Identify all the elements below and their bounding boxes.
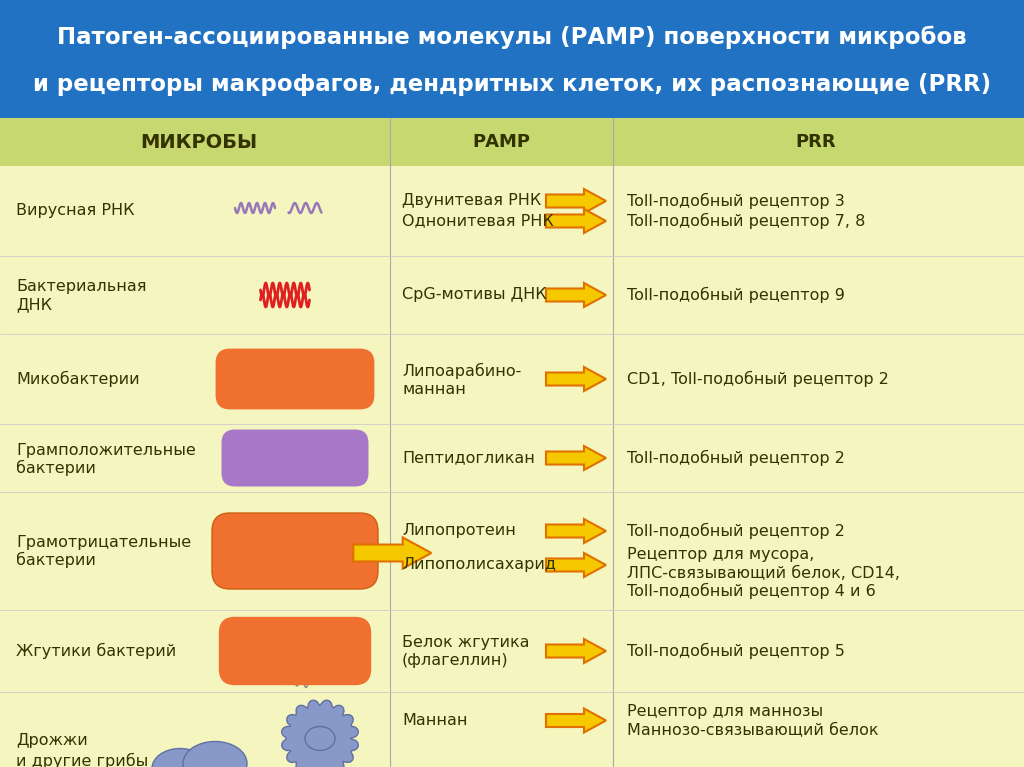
- Text: маннан: маннан: [402, 383, 466, 397]
- Ellipse shape: [305, 726, 335, 750]
- Text: ДНК: ДНК: [16, 298, 52, 312]
- FancyBboxPatch shape: [212, 513, 378, 589]
- Text: Рецептор для маннозы: Рецептор для маннозы: [627, 704, 823, 719]
- Text: ЛПС-связывающий белок, CD14,: ЛПС-связывающий белок, CD14,: [627, 565, 900, 581]
- Polygon shape: [546, 189, 606, 213]
- Polygon shape: [546, 709, 606, 732]
- Text: Липопротеин: Липопротеин: [402, 524, 516, 538]
- Polygon shape: [546, 367, 606, 391]
- Text: Бактериальная: Бактериальная: [16, 278, 146, 294]
- Text: бактерии: бактерии: [16, 460, 96, 476]
- Text: Пептидогликан: Пептидогликан: [402, 450, 535, 466]
- Polygon shape: [546, 283, 606, 307]
- Text: Toll-подобный рецептор 2: Toll-подобный рецептор 2: [627, 450, 845, 466]
- Text: Рецептор для мусора,: Рецептор для мусора,: [627, 548, 814, 562]
- FancyBboxPatch shape: [219, 617, 372, 685]
- Polygon shape: [546, 519, 606, 543]
- Bar: [0, 0, 1024, 118]
- Text: Маннан: Маннан: [402, 713, 468, 728]
- Text: Toll-подобный рецептор 4 и 6: Toll-подобный рецептор 4 и 6: [627, 583, 876, 599]
- Bar: [0, 118, 1024, 166]
- Text: Дрожжи: Дрожжи: [16, 733, 88, 748]
- Text: Toll-подобный рецептор 2: Toll-подобный рецептор 2: [627, 523, 845, 539]
- Text: Маннозо-связывающий белок: Маннозо-связывающий белок: [627, 723, 879, 738]
- Ellipse shape: [183, 742, 247, 767]
- Polygon shape: [546, 209, 606, 233]
- Text: Белок жгутика: Белок жгутика: [402, 634, 529, 650]
- Text: Toll-подобный рецептор 3: Toll-подобный рецептор 3: [627, 193, 845, 209]
- FancyBboxPatch shape: [216, 348, 375, 410]
- Polygon shape: [546, 446, 606, 470]
- Polygon shape: [282, 700, 358, 767]
- Text: Липоарабино-: Липоарабино-: [402, 363, 521, 379]
- FancyBboxPatch shape: [221, 430, 369, 486]
- Polygon shape: [353, 538, 431, 568]
- Text: Двунитевая РНК: Двунитевая РНК: [402, 193, 542, 209]
- Polygon shape: [546, 639, 606, 663]
- Text: CD1, Toll-подобный рецептор 2: CD1, Toll-подобный рецептор 2: [627, 371, 889, 387]
- Text: (флагеллин): (флагеллин): [402, 653, 509, 669]
- Text: Toll-подобный рецептор 7, 8: Toll-подобный рецептор 7, 8: [627, 213, 865, 229]
- Text: РАМР: РАМР: [472, 133, 530, 151]
- Polygon shape: [546, 553, 606, 577]
- Text: Микобактерии: Микобактерии: [16, 371, 139, 387]
- Text: Toll-подобный рецептор 9: Toll-подобный рецептор 9: [627, 287, 845, 303]
- Text: Вирусная РНК: Вирусная РНК: [16, 203, 134, 219]
- Text: МИКРОБЫ: МИКРОБЫ: [140, 133, 258, 152]
- Text: Грамположительные: Грамположительные: [16, 443, 196, 457]
- Ellipse shape: [152, 749, 208, 767]
- Text: и рецепторы макрофагов, дендритных клеток, их распознающие (PRR): и рецепторы макрофагов, дендритных клето…: [33, 74, 991, 97]
- Text: Патоген-ассоциированные молекулы (РАМР) поверхности микробов: Патоген-ассоциированные молекулы (РАМР) …: [57, 26, 967, 49]
- Bar: [0, 118, 1024, 767]
- Text: Toll-подобный рецептор 5: Toll-подобный рецептор 5: [627, 643, 845, 659]
- Text: Грамотрицательные: Грамотрицательные: [16, 535, 191, 549]
- Text: PRR: PRR: [796, 133, 836, 151]
- Text: CpG-мотивы ДНК: CpG-мотивы ДНК: [402, 288, 547, 302]
- Text: и другие грибы: и другие грибы: [16, 752, 148, 767]
- Text: бактерии: бактерии: [16, 552, 96, 568]
- Text: Липополисахарид: Липополисахарид: [402, 558, 556, 572]
- Text: Однонитевая РНК: Однонитевая РНК: [402, 213, 554, 229]
- Text: Жгутики бактерий: Жгутики бактерий: [16, 643, 176, 659]
